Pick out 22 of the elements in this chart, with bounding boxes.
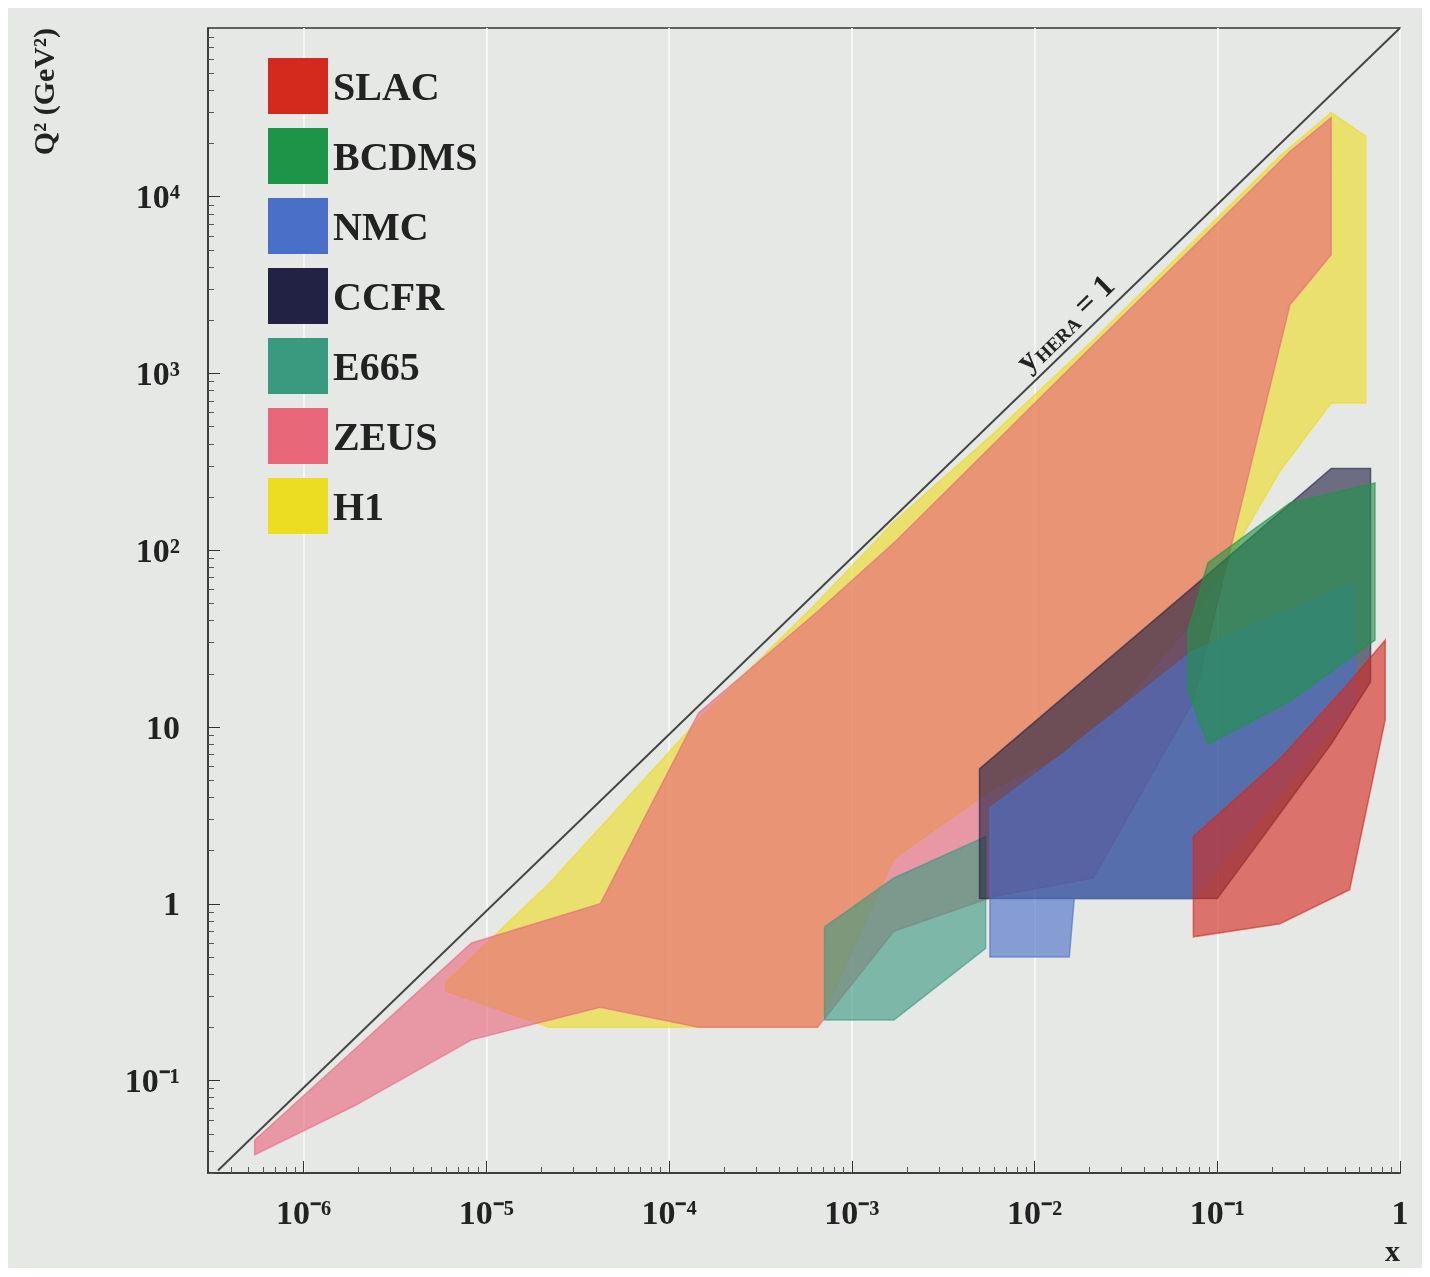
y-tick-label: 10³	[135, 354, 180, 392]
y-tick-label: 10	[146, 708, 180, 746]
legend-label: ZEUS	[333, 413, 438, 459]
x-tick-label: 10⁻²	[1006, 1193, 1063, 1231]
y-tick-label: 10⁻¹	[124, 1062, 180, 1100]
y-tick-label: 1	[163, 885, 180, 923]
y-axis-title: Q² (GeV²)	[26, 28, 61, 156]
x-tick-label: 10⁻¹	[1189, 1193, 1245, 1231]
x-tick-label: 1	[1391, 1193, 1409, 1231]
x-tick-label: 10⁻⁶	[275, 1193, 332, 1231]
legend-label: E665	[333, 343, 420, 389]
x-axis-title: x	[1385, 1233, 1400, 1267]
y-tick-label: 10²	[135, 531, 180, 569]
y-tick-label: 10⁴	[135, 178, 180, 216]
x-tick-label: 10⁻⁵	[458, 1193, 514, 1231]
legend-label: SLAC	[333, 63, 440, 109]
legend-label: BCDMS	[333, 133, 478, 179]
legend-label: NMC	[333, 203, 429, 249]
x-tick-label: 10⁻³	[824, 1193, 880, 1231]
legend-label: CCFR	[333, 273, 446, 319]
x-tick-label: 10⁻⁴	[641, 1193, 697, 1231]
legend-label: H1	[333, 483, 385, 529]
